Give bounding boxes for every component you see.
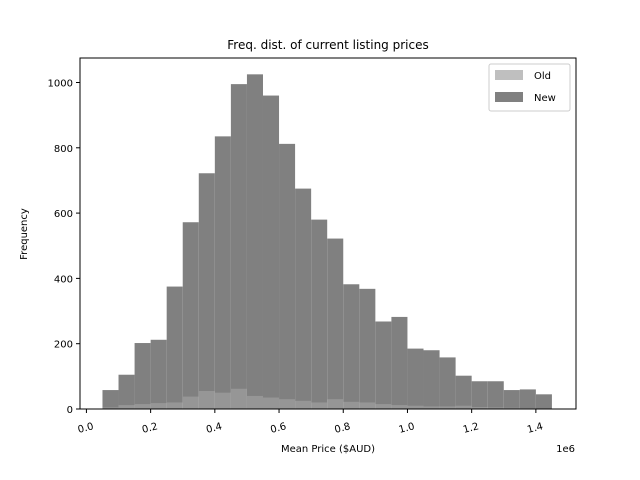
bar-new-6: [198, 173, 215, 409]
bar-old-1: [118, 405, 135, 409]
bar-new-0: [102, 390, 119, 409]
bar-old-17: [375, 404, 392, 409]
bar-old-12: [295, 400, 312, 409]
bar-old-7: [214, 392, 231, 409]
bar-old-18: [391, 405, 408, 409]
bar-old-15: [343, 401, 360, 409]
x-tick-label-1: 0.2: [141, 421, 159, 436]
bar-old-25: [503, 407, 520, 409]
bar-new-11: [279, 143, 296, 409]
bar-new-7: [214, 136, 231, 410]
bar-old-11: [279, 399, 296, 409]
y-axis-ticks: 0 200 400 600 800 1000: [48, 78, 80, 416]
x-tick-label-4: 0.8: [333, 421, 351, 436]
bar-new-3: [150, 339, 167, 409]
bar-new-27: [535, 394, 552, 409]
x-tick-label-7: 1.4: [526, 421, 544, 436]
bar-new-14: [327, 238, 344, 409]
bar-old-24: [487, 407, 504, 409]
bar-new-5: [182, 222, 199, 409]
bar-old-16: [359, 402, 376, 409]
bar-old-6: [198, 391, 215, 409]
legend: Old New: [488, 63, 571, 112]
bar-new-15: [343, 284, 360, 409]
bar-old-10: [262, 397, 280, 409]
bar-new-26: [519, 389, 536, 409]
bar-old-19: [407, 405, 424, 409]
legend-swatch-old: [495, 70, 523, 80]
bar-new-2: [134, 343, 151, 409]
bar-new-13: [311, 219, 328, 409]
bar-old-0: [102, 407, 119, 409]
legend-label-old: Old: [534, 71, 551, 82]
bar-new-10: [262, 95, 280, 410]
bar-old-2: [134, 404, 151, 409]
x-tick-label-0: 0.0: [77, 421, 95, 436]
y-tick-label-1: 200: [54, 340, 73, 351]
bar-new-9: [246, 74, 263, 409]
y-tick-label-4: 800: [54, 144, 73, 155]
bar-old-20: [423, 406, 440, 409]
legend-label-new: New: [534, 93, 556, 104]
legend-swatch-new: [495, 92, 523, 102]
bar-old-5: [182, 396, 199, 409]
y-tick-label-2: 400: [54, 274, 73, 285]
bar-new-20: [423, 350, 440, 409]
plot-frame: [79, 57, 577, 410]
bar-new-12: [295, 188, 312, 409]
x-tick-label-6: 1.2: [462, 421, 480, 436]
chart-title: Freq. dist. of current listing prices: [227, 38, 428, 52]
y-tick-label-5: 1000: [48, 78, 73, 89]
y-axis-label: Frequency: [19, 208, 30, 260]
y-tick-label-3: 600: [54, 209, 73, 220]
x-scale-multiplier: 1e6: [556, 444, 575, 455]
bar-new-17: [375, 321, 392, 409]
bar-new-4: [166, 286, 183, 409]
bar-new-8: [230, 84, 247, 410]
bar-old-21: [439, 406, 456, 409]
y-tick-label-0: 0: [67, 405, 73, 416]
x-tick-label-2: 0.4: [205, 421, 223, 436]
x-tick-label-5: 1.0: [398, 421, 416, 436]
bars-group: [102, 74, 552, 410]
bar-new-23: [471, 381, 488, 409]
bar-old-13: [311, 402, 328, 409]
bar-new-19: [407, 348, 424, 409]
x-axis-ticks: 0.0 0.2 0.4 0.6 0.8 1.0 1.2 1.4: [77, 409, 544, 436]
bar-new-22: [455, 375, 472, 409]
bar-new-25: [503, 390, 520, 409]
x-axis-label: Mean Price ($AUD): [281, 444, 375, 455]
bar-old-22: [455, 405, 472, 409]
bar-old-14: [327, 399, 344, 409]
x-tick-label-3: 0.6: [269, 421, 287, 436]
bar-old-23: [471, 407, 488, 409]
bar-old-3: [150, 403, 167, 409]
bar-new-24: [487, 381, 504, 409]
bar-old-9: [246, 395, 263, 409]
bar-old-4: [166, 402, 183, 409]
bar-new-21: [439, 357, 456, 409]
bar-old-8: [230, 388, 247, 409]
bar-new-1: [118, 374, 135, 409]
bar-new-16: [359, 288, 376, 409]
bar-new-18: [391, 316, 408, 409]
